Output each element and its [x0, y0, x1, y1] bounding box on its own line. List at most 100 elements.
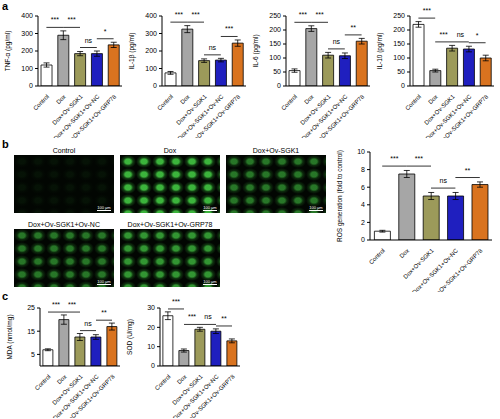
- svg-text:Dox: Dox: [55, 93, 67, 105]
- svg-text:200: 200: [145, 47, 157, 54]
- svg-text:***: ***: [415, 155, 423, 162]
- svg-text:200: 200: [269, 26, 281, 33]
- svg-text:Dox: Dox: [56, 373, 68, 385]
- svg-text:6: 6: [361, 184, 365, 191]
- svg-text:ns: ns: [209, 44, 217, 51]
- svg-text:10: 10: [357, 148, 365, 155]
- svg-text:***: ***: [188, 313, 196, 320]
- svg-text:Control: Control: [368, 247, 386, 265]
- svg-text:15: 15: [27, 328, 35, 335]
- svg-text:400: 400: [145, 12, 157, 19]
- svg-text:IL-1β (pg/ml): IL-1β (pg/ml): [128, 33, 136, 70]
- svg-text:***: ***: [225, 25, 233, 32]
- svg-text:ns: ns: [457, 31, 465, 38]
- svg-text:0: 0: [153, 82, 157, 89]
- svg-text:***: ***: [423, 7, 431, 14]
- svg-text:25: 25: [27, 304, 35, 311]
- svg-text:Dox+Ov-SGK1+Ov-GRP78: Dox+Ov-SGK1+Ov-GRP78: [310, 93, 366, 138]
- svg-text:10: 10: [147, 343, 155, 350]
- svg-text:Control: Control: [154, 373, 172, 391]
- svg-text:**: **: [101, 309, 107, 316]
- svg-text:0: 0: [29, 82, 33, 89]
- svg-text:Control: Control: [404, 93, 422, 111]
- svg-text:200: 200: [393, 26, 405, 33]
- svg-text:0: 0: [151, 362, 155, 369]
- svg-text:***: ***: [51, 16, 59, 23]
- svg-text:ns: ns: [85, 37, 93, 44]
- svg-text:Dox: Dox: [179, 93, 191, 105]
- svg-text:Dox+Ov-SGK1+Ov-GRP78: Dox+Ov-SGK1+Ov-GRP78: [428, 247, 484, 292]
- svg-text:TNF-α (pg/ml): TNF-α (pg/ml): [8, 31, 12, 72]
- svg-text:300: 300: [145, 30, 157, 37]
- html-text:b: b: [2, 138, 9, 150]
- svg-text:Dox: Dox: [427, 93, 439, 105]
- svg-text:Dox+Ov-SGK1+Ov-NC: Dox+Ov-SGK1+Ov-NC: [411, 247, 459, 292]
- svg-text:100: 100: [21, 65, 33, 72]
- svg-text:Dox+Ov-SGK1+Ov-GRP78: Dox+Ov-SGK1+Ov-GRP78: [60, 373, 116, 418]
- svg-text:Control: Control: [280, 93, 298, 111]
- svg-text:30: 30: [147, 304, 155, 311]
- svg-text:***: ***: [52, 301, 60, 308]
- svg-text:Control: Control: [34, 373, 52, 391]
- svg-text:IL-10 (pg/ml): IL-10 (pg/ml): [376, 33, 384, 70]
- svg-text:***: ***: [192, 11, 200, 18]
- svg-text:5: 5: [31, 351, 35, 358]
- svg-text:Dox+Ov-SGK1+Ov-GRP78: Dox+Ov-SGK1+Ov-GRP78: [62, 93, 118, 138]
- svg-text:0: 0: [277, 82, 281, 89]
- svg-text:IL-6 (pg/ml): IL-6 (pg/ml): [252, 34, 260, 67]
- svg-text:400: 400: [21, 12, 33, 19]
- html-text:a: a: [2, 0, 9, 12]
- svg-text:100: 100: [269, 54, 281, 61]
- svg-text:***: ***: [175, 11, 183, 18]
- svg-text:*: *: [476, 32, 479, 39]
- svg-text:ROS generation (fold to contro: ROS generation (fold to control): [336, 150, 344, 242]
- svg-text:300: 300: [21, 30, 33, 37]
- svg-text:Dox+Ov-SGK1+Ov-GRP78: Dox+Ov-SGK1+Ov-GRP78: [180, 373, 236, 418]
- svg-text:ns: ns: [439, 177, 447, 184]
- svg-text:Dox: Dox: [176, 373, 188, 385]
- html-text:Dox+Ov-SGK1+Ov-GRP78: Dox+Ov-SGK1+Ov-GRP78: [127, 221, 213, 228]
- svg-text:***: ***: [390, 155, 398, 162]
- svg-text:***: ***: [68, 301, 76, 308]
- svg-text:2: 2: [361, 219, 365, 226]
- svg-text:250: 250: [269, 12, 281, 19]
- svg-text:100: 100: [145, 65, 157, 72]
- svg-text:20: 20: [147, 324, 155, 331]
- svg-text:150: 150: [269, 40, 281, 47]
- svg-text:0: 0: [361, 236, 365, 243]
- svg-text:SOD (U/mg): SOD (U/mg): [126, 319, 134, 355]
- html-text:Dox: Dox: [163, 147, 177, 154]
- svg-text:**: **: [465, 167, 471, 174]
- svg-text:**: **: [350, 24, 356, 31]
- svg-text:8: 8: [361, 166, 365, 173]
- svg-text:Control: Control: [32, 93, 50, 111]
- svg-text:100: 100: [393, 54, 405, 61]
- svg-text:150: 150: [393, 40, 405, 47]
- svg-text:ns: ns: [84, 320, 92, 327]
- svg-text:50: 50: [397, 68, 405, 75]
- svg-text:Dox: Dox: [303, 93, 315, 105]
- svg-text:ns: ns: [333, 38, 341, 45]
- svg-text:0: 0: [401, 82, 405, 89]
- html-text:c: c: [2, 290, 9, 302]
- svg-text:4: 4: [361, 201, 365, 208]
- svg-text:MDA (nmol/mg): MDA (nmol/mg): [8, 314, 14, 359]
- svg-text:ns: ns: [204, 313, 212, 320]
- svg-text:50: 50: [273, 68, 281, 75]
- svg-text:*: *: [104, 28, 107, 35]
- html-text:Dox+Ov-SGK1+Ov-NC: Dox+Ov-SGK1+Ov-NC: [28, 221, 100, 228]
- svg-text:Dox+Ov-SGK1+Ov-GRP78: Dox+Ov-SGK1+Ov-GRP78: [434, 93, 490, 138]
- svg-text:Control: Control: [156, 93, 174, 111]
- svg-text:***: ***: [440, 31, 448, 38]
- svg-text:Dox+Ov-SGK1+Ov-GRP78: Dox+Ov-SGK1+Ov-GRP78: [186, 93, 242, 138]
- svg-text:Dox: Dox: [399, 247, 411, 259]
- svg-text:250: 250: [393, 12, 405, 19]
- svg-text:***: ***: [172, 298, 180, 305]
- svg-text:200: 200: [21, 47, 33, 54]
- svg-text:**: **: [221, 315, 227, 322]
- html-text:Control: Control: [52, 147, 76, 154]
- html-text:Dox+Ov-SGK1: Dox+Ov-SGK1: [252, 147, 300, 154]
- svg-text:***: ***: [316, 11, 324, 18]
- svg-text:***: ***: [299, 11, 307, 18]
- svg-text:***: ***: [68, 16, 76, 23]
